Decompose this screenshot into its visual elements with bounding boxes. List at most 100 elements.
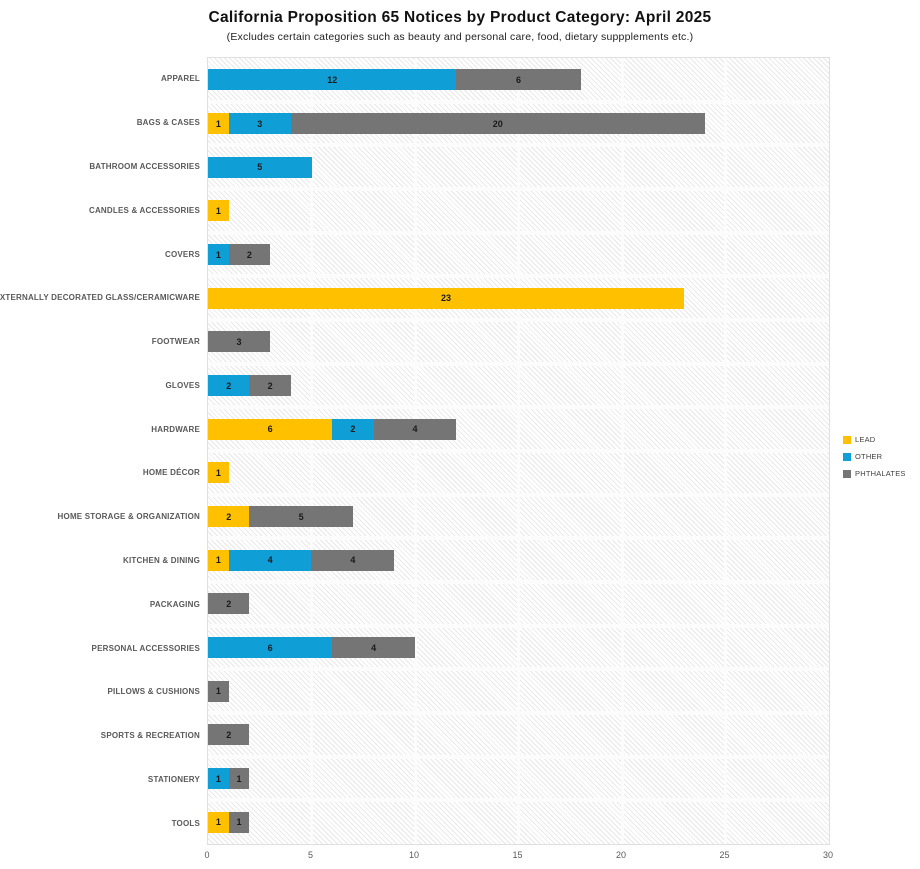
legend-item-lead: LEAD: [843, 431, 906, 448]
category-label: PERSONAL ACCESSORIES: [91, 643, 200, 653]
horizontal-gridline: [208, 580, 829, 584]
segment-value-label: 4: [267, 555, 273, 566]
legend: LEAD OTHER PHTHALATES: [843, 431, 906, 482]
legend-label: LEAD: [855, 435, 876, 444]
segment-value-label: 1: [215, 205, 221, 216]
bar-row: 2: [208, 713, 829, 757]
bar-segment-lead: 1: [208, 811, 229, 833]
category-label: TOOLS: [171, 818, 200, 828]
bar-segment-phthalates: 2: [249, 375, 291, 397]
x-tick-label: 20: [615, 850, 627, 860]
category-label: HARDWARE: [151, 424, 200, 434]
segment-value-label: 6: [267, 642, 273, 653]
bar-row: 23: [208, 276, 829, 320]
x-tick-label: 25: [719, 850, 730, 860]
category-label: COVERS: [165, 249, 200, 259]
bar-segment-lead: 6: [208, 418, 333, 440]
horizontal-gridline: [208, 798, 829, 803]
category-label: HOME DÉCOR: [142, 468, 200, 478]
horizontal-gridline: [208, 99, 829, 104]
bar-segment-other: 6: [208, 637, 333, 659]
horizontal-gridline: [208, 492, 829, 497]
bar-segment-lead: 1: [208, 462, 229, 484]
x-tick-label: 0: [204, 850, 210, 860]
stacked-bar: 2: [208, 593, 250, 615]
segment-value-label: 3: [236, 336, 242, 347]
stacked-bar: 12 6: [208, 69, 581, 91]
stacked-bar: 6 2 4: [208, 418, 457, 440]
bar-segment-phthalates: 2: [228, 244, 271, 266]
plot-area: 12 6 1 3 20 5 1 1 2 23 3 2 2 6 2 4 1 2 5 1 4 4 2 6 4 1 2 1 1 1 1: [207, 57, 830, 845]
bar-row: 1: [208, 451, 829, 495]
x-tick-label: 15: [512, 850, 523, 860]
bar-segment-other: 3: [228, 113, 291, 134]
horizontal-gridline: [208, 143, 829, 148]
segment-value-label: 1: [215, 555, 221, 566]
segment-value-label: 1: [236, 773, 242, 784]
stacked-bar: 23: [208, 287, 685, 309]
legend-label: PHTHALATES: [855, 469, 906, 478]
bar-row: 2: [208, 582, 829, 626]
bar-row: 12 6: [208, 58, 829, 102]
horizontal-gridline: [208, 230, 829, 235]
horizontal-gridline: [208, 536, 829, 541]
category-label: KITCHEN & DINING: [123, 555, 200, 565]
segment-value-label: 20: [492, 118, 503, 129]
segment-value-label: 1: [215, 773, 221, 784]
horizontal-gridline: [208, 711, 829, 715]
x-tick-label: 30: [822, 850, 834, 860]
segment-value-label: 2: [267, 380, 273, 391]
segment-value-label: 5: [257, 162, 263, 173]
segment-value-label: 1: [215, 118, 221, 129]
segment-value-label: 2: [226, 511, 232, 522]
bar-row: 1: [208, 189, 829, 233]
stacked-bar: 5: [208, 156, 312, 178]
segment-value-label: 1: [236, 817, 242, 828]
horizontal-gridline: [208, 318, 829, 322]
legend-swatch-icon: [843, 452, 851, 461]
horizontal-gridline: [208, 274, 829, 279]
bar-segment-phthalates: 4: [373, 418, 457, 440]
stacked-bar: 3: [208, 331, 271, 353]
bar-segment-other: 12: [208, 69, 457, 91]
stacked-bar: 1 4 4: [208, 549, 395, 571]
stacked-bar: 1 3 20: [208, 113, 705, 134]
bar-row: 5: [208, 145, 829, 189]
bar-segment-other: 1: [208, 244, 229, 266]
category-label: STATIONERY: [147, 774, 200, 784]
category-label: BAGS & CASES: [136, 118, 200, 128]
segment-value-label: 12: [327, 74, 338, 85]
segment-value-label: 6: [267, 424, 273, 435]
category-label: EXTERNALLY DECORATED GLASS/CERAMICWARE: [0, 293, 200, 303]
stacked-bar: 1: [208, 200, 229, 222]
segment-value-label: 4: [350, 555, 356, 566]
bar-segment-phthalates: 1: [208, 680, 229, 702]
segment-value-label: 3: [257, 118, 263, 129]
segment-value-label: 1: [215, 686, 221, 697]
bar-segment-phthalates: 3: [208, 331, 271, 353]
bar-segment-phthalates: 4: [311, 549, 395, 571]
legend-label: OTHER: [855, 452, 883, 461]
bar-rows: 12 6 1 3 20 5 1 1 2 23 3 2 2 6 2 4 1 2 5 1 4 4 2 6 4 1 2 1 1 1 1: [208, 58, 829, 844]
legend-swatch-icon: [843, 469, 851, 478]
bar-segment-phthalates: 1: [228, 768, 250, 790]
horizontal-gridline: [208, 187, 829, 191]
segment-value-label: 2: [226, 380, 232, 391]
segment-value-label: 1: [215, 467, 221, 478]
bar-segment-phthalates: 2: [208, 593, 250, 615]
category-label: SPORTS & RECREATION: [100, 731, 200, 741]
horizontal-gridline: [208, 449, 829, 453]
bar-segment-other: 4: [228, 549, 312, 571]
horizontal-gridline: [208, 667, 829, 672]
bar-segment-lead: 1: [208, 113, 229, 134]
horizontal-gridline: [208, 361, 829, 366]
bar-segment-other: 1: [208, 768, 229, 790]
